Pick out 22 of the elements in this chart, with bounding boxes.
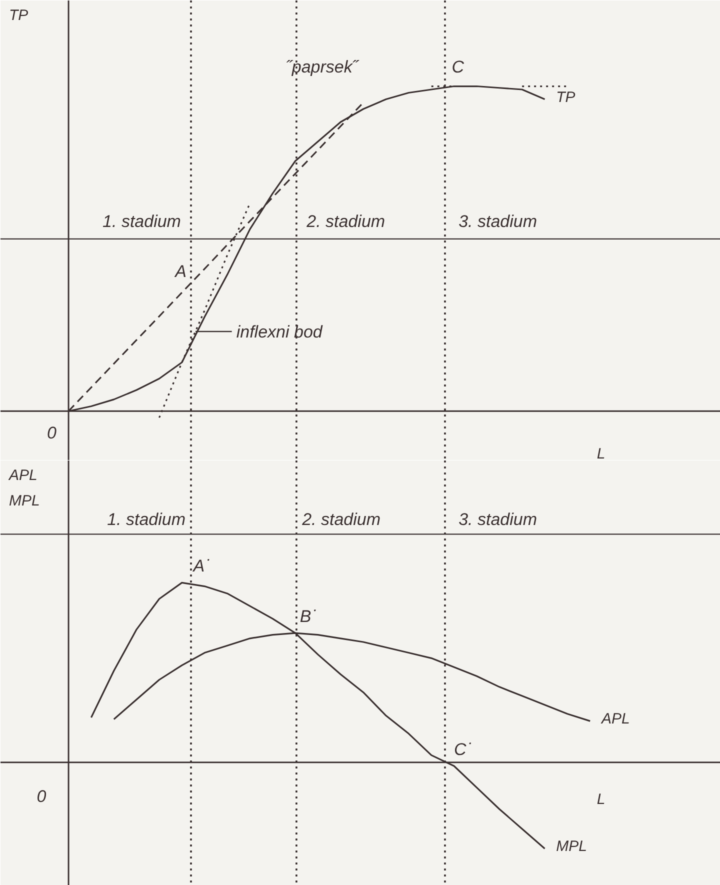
text: A˙: [192, 556, 210, 576]
annotation: 3. stadium: [458, 212, 538, 231]
annotation: inflexni bod: [236, 322, 323, 342]
annotation: 1. stadium: [102, 212, 181, 231]
y-axis-title: APL MPL: [8, 466, 40, 510]
x-axis-title: L: [596, 790, 606, 808]
series-label: TP: [556, 88, 576, 106]
text: 1. stadium: [107, 510, 186, 529]
annotation: B˙: [300, 606, 317, 626]
text: ˝paprsek˝: [286, 58, 360, 77]
text: 3. stadium: [458, 510, 538, 529]
annotation: 2. stadium: [306, 212, 386, 231]
x-axis-title: L: [596, 446, 606, 463]
series-label: MPL: [556, 838, 587, 855]
annotation: C˙: [454, 740, 472, 759]
text: 0: [36, 786, 47, 806]
text: 0: [46, 424, 57, 443]
y-axis-title: TP: [9, 7, 28, 24]
text: C: [452, 58, 465, 77]
annotation: A: [174, 262, 186, 282]
series-label: APL: [600, 710, 630, 728]
text: 2. stadium: [301, 510, 381, 529]
